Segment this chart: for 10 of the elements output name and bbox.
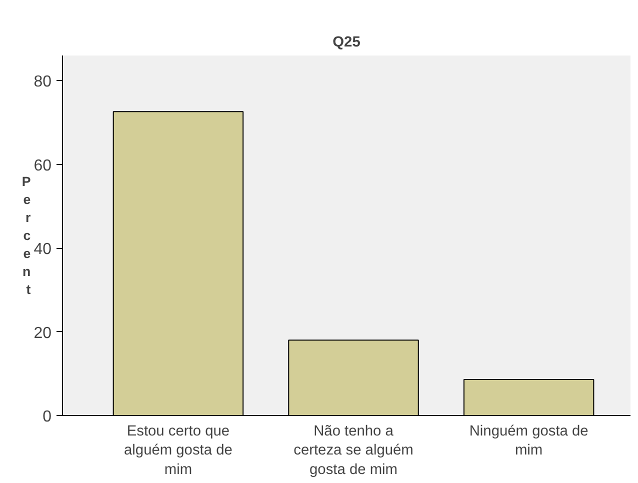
y-tick-label: 0	[42, 408, 52, 426]
x-tick-label: Estou certo que alguém gosta de mim	[124, 424, 232, 478]
y-tick-label: 20	[34, 324, 52, 342]
chart-title: Q25	[332, 34, 360, 50]
y-tick-label: 40	[34, 241, 52, 258]
y-tick-label: 80	[34, 74, 52, 91]
x-tick-label: Ninguém gosta de mim	[469, 424, 588, 459]
y-tick-label: 60	[34, 157, 52, 174]
y-axis-title: Percent	[22, 174, 32, 297]
x-tick-label: Não tenho a certeza se alguém gosta de mim	[294, 424, 414, 478]
